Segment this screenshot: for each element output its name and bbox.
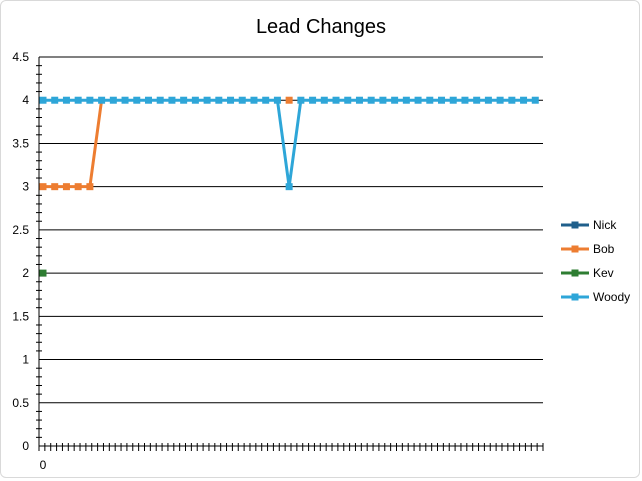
data-point-woody: [168, 96, 176, 104]
y-tick-label: 4: [22, 93, 29, 107]
data-point-woody: [51, 96, 59, 104]
axis-layer: 0 0.5 1 1.5 2 2.5 3 3.5 4 4.5 0: [12, 50, 544, 472]
data-point-woody: [426, 96, 434, 104]
data-point-bob: [51, 183, 59, 191]
legend-item-kev: Kev: [561, 266, 614, 280]
legend-item-bob: Bob: [561, 242, 615, 256]
data-point-woody: [297, 96, 305, 104]
y-tick-label: 3: [22, 180, 29, 194]
data-point-woody: [203, 96, 211, 104]
y-tick-label: 2.5: [12, 223, 29, 237]
data-point-woody: [250, 96, 258, 104]
data-point-woody: [438, 96, 446, 104]
data-point-woody: [262, 96, 270, 104]
data-point-woody: [367, 96, 375, 104]
data-point-woody: [156, 96, 164, 104]
y-tick-label: 0.5: [12, 396, 29, 410]
series-woody: [39, 96, 539, 191]
data-point-woody: [191, 96, 199, 104]
series-layer: [39, 96, 539, 277]
legend-marker: [571, 221, 579, 229]
data-point-woody: [309, 96, 317, 104]
data-point-woody: [74, 96, 82, 104]
y-tick-label: 2: [22, 266, 29, 280]
y-tick-label: 3.5: [12, 136, 29, 150]
data-point-woody: [379, 96, 387, 104]
data-point-bob: [285, 96, 293, 104]
data-point-bob: [86, 183, 94, 191]
data-point-woody: [332, 96, 340, 104]
data-point-woody: [227, 96, 235, 104]
data-point-woody: [180, 96, 188, 104]
data-point-woody: [98, 96, 106, 104]
grid-layer: [39, 56, 543, 404]
data-point-bob: [62, 183, 70, 191]
data-point-woody: [508, 96, 516, 104]
legend-marker: [571, 245, 579, 253]
legend-marker: [571, 269, 579, 277]
data-point-woody: [402, 96, 410, 104]
series-kev: [39, 269, 47, 277]
data-point-kev: [39, 269, 47, 277]
legend-label: Nick: [593, 218, 617, 232]
legend-label: Kev: [593, 266, 614, 280]
data-point-woody: [121, 96, 129, 104]
series-bob: [39, 96, 293, 191]
data-point-woody: [520, 96, 528, 104]
data-point-woody: [86, 96, 94, 104]
data-point-woody: [344, 96, 352, 104]
data-point-woody: [273, 96, 281, 104]
data-point-woody: [414, 96, 422, 104]
data-point-woody: [144, 96, 152, 104]
data-point-woody: [133, 96, 141, 104]
legend-item-nick: Nick: [561, 218, 617, 232]
data-point-woody: [484, 96, 492, 104]
data-point-woody: [39, 96, 47, 104]
data-point-woody: [215, 96, 223, 104]
y-tick-label: 4.5: [12, 50, 29, 64]
legend-item-woody: Woody: [561, 290, 630, 304]
data-point-woody: [449, 96, 457, 104]
y-tick-label: 0: [22, 439, 29, 453]
data-point-woody: [62, 96, 70, 104]
data-point-woody: [238, 96, 246, 104]
legend-label: Bob: [593, 242, 615, 256]
legend-marker: [571, 293, 579, 301]
data-point-woody: [109, 96, 117, 104]
data-point-bob: [74, 183, 82, 191]
data-point-woody: [461, 96, 469, 104]
data-point-woody: [285, 183, 293, 191]
data-point-woody: [391, 96, 399, 104]
x-tick-label: 0: [40, 458, 47, 472]
chart-title: Lead Changes: [256, 16, 386, 38]
data-point-woody: [496, 96, 504, 104]
data-point-woody: [355, 96, 363, 104]
legend-label: Woody: [593, 290, 630, 304]
y-tick-label: 1.5: [12, 309, 29, 323]
data-point-woody: [320, 96, 328, 104]
data-point-woody: [531, 96, 539, 104]
legend: Nick Bob Kev Woody: [561, 218, 630, 304]
data-point-bob: [39, 183, 47, 191]
data-point-woody: [473, 96, 481, 104]
y-tick-label: 1: [22, 353, 29, 367]
